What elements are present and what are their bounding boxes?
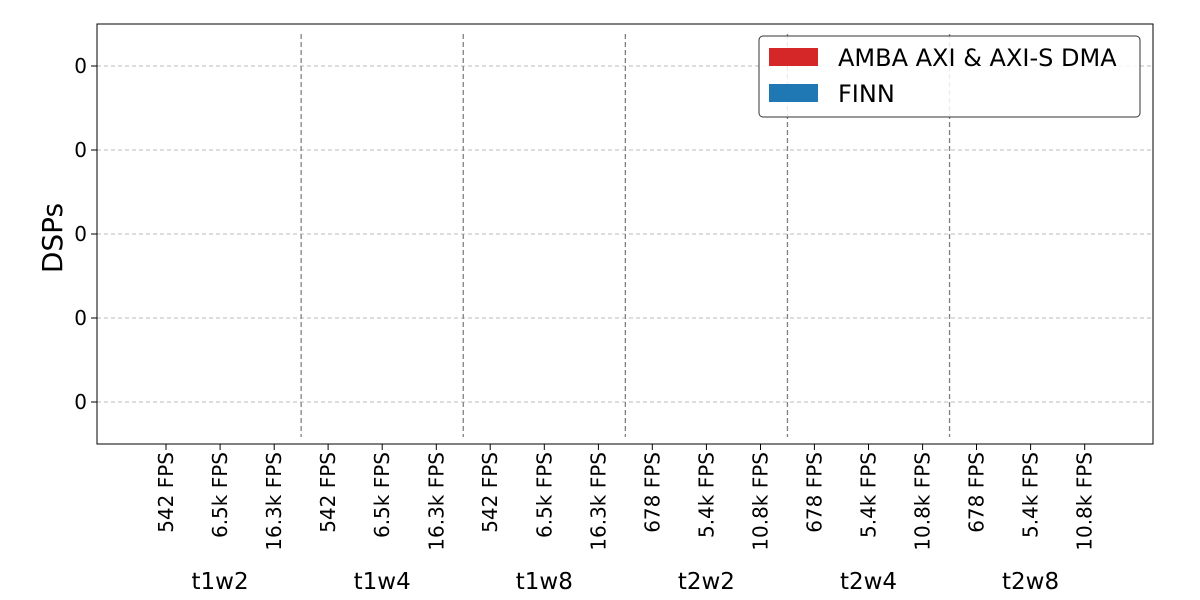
x-category-label: 6.5k FPS <box>370 452 394 538</box>
y-tick-label: 0 <box>74 222 87 246</box>
x-group-label: t1w8 <box>516 569 573 595</box>
y-axis-label: DSPs <box>36 203 69 273</box>
x-category-label: 5.4k FPS <box>857 452 881 538</box>
x-category-label: 10.8k FPS <box>749 452 773 551</box>
x-category-label: 6.5k FPS <box>532 452 556 538</box>
x-group-label: t2w4 <box>840 569 897 595</box>
legend-label-finn: FINN <box>838 80 895 108</box>
legend-swatch-amba <box>769 48 818 66</box>
legend-label-amba: AMBA AXI & AXI-S DMA <box>838 44 1117 72</box>
x-group-label: t2w8 <box>1002 569 1059 595</box>
y-axis-ticks: 0 0 0 0 0 <box>74 54 97 414</box>
x-category-label: 16.3k FPS <box>586 452 610 551</box>
x-category-label: 542 FPS <box>154 452 178 533</box>
x-category-label: 542 FPS <box>316 452 340 533</box>
x-category-label: 542 FPS <box>478 452 502 533</box>
y-tick-label: 0 <box>74 138 87 162</box>
x-axis-ticks: 542 FPS 6.5k FPS 16.3k FPS t1w2 542 FPS 6.5k … <box>154 444 1097 595</box>
x-group-label: t1w4 <box>354 569 411 595</box>
x-category-label: 678 FPS <box>802 452 826 533</box>
x-category-label: 678 FPS <box>640 452 664 533</box>
x-category-label: 5.4k FPS <box>1019 452 1043 538</box>
x-category-label: 16.3k FPS <box>424 452 448 551</box>
y-tick-label: 0 <box>74 306 87 330</box>
legend-swatch-finn <box>769 84 818 102</box>
legend: AMBA AXI & AXI-S DMA FINN <box>758 35 1141 118</box>
legend-box <box>758 35 1141 118</box>
y-tick-label: 0 <box>74 390 87 414</box>
x-category-label: 6.5k FPS <box>208 452 232 538</box>
x-group-label: t2w2 <box>678 569 735 595</box>
x-category-label: 678 FPS <box>965 452 989 533</box>
x-category-label: 10.8k FPS <box>1073 452 1097 551</box>
x-category-label: 16.3k FPS <box>262 452 286 551</box>
x-category-label: 5.4k FPS <box>694 452 718 538</box>
x-group-label: t1w2 <box>192 569 249 595</box>
x-category-label: 10.8k FPS <box>911 452 935 551</box>
y-tick-label: 0 <box>74 54 87 78</box>
